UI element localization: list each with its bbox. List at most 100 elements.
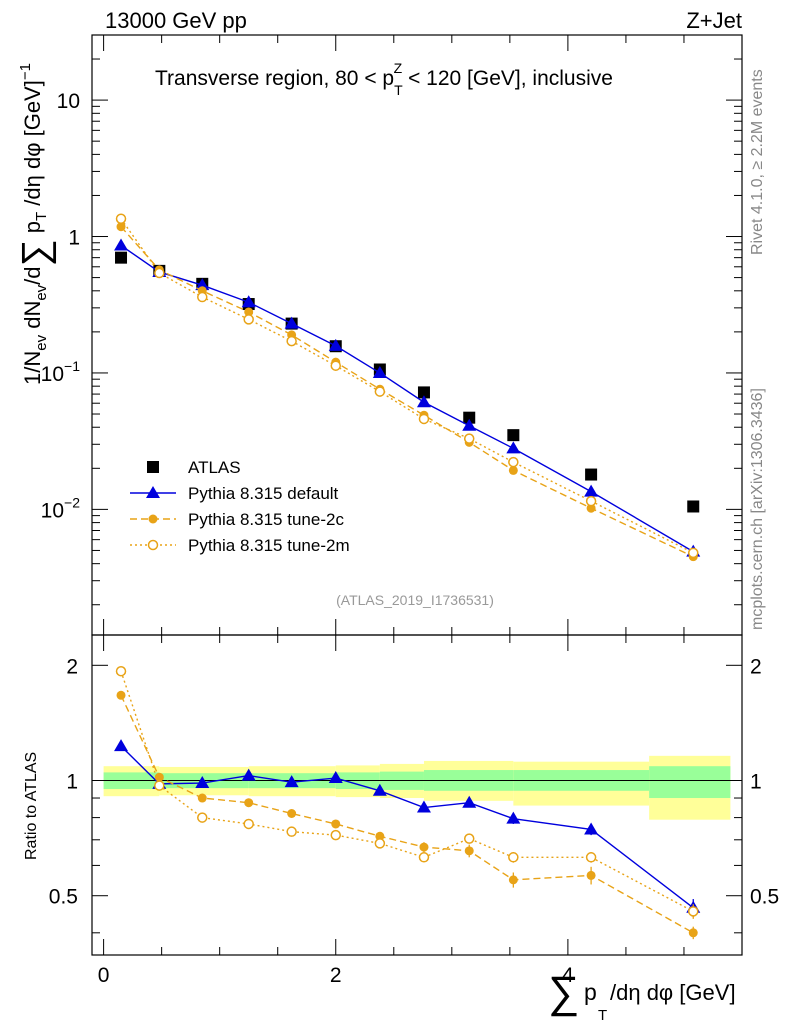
ratio-data-point (330, 829, 341, 841)
ratio-data-point (374, 838, 386, 849)
ratio-data-point (197, 793, 207, 803)
main-data-point (154, 267, 165, 279)
ratio-y-tick-label-right: 2 (750, 655, 762, 678)
main-data-point (463, 411, 476, 424)
main-data-point (241, 295, 256, 308)
ratio-y-tick-label-right: 0.5 (750, 886, 779, 909)
x-tick-label: 2 (330, 964, 342, 987)
legend-label: Pythia 8.315 tune-2m (188, 536, 350, 555)
svg-text:∑: ∑ (548, 968, 579, 1017)
ratio-data-point (244, 798, 254, 808)
ratio-data-point (688, 928, 698, 938)
ratio-data-point (243, 818, 254, 830)
ratio-data-point (115, 665, 127, 677)
main-data-point (374, 386, 386, 397)
main-data-point (115, 213, 127, 224)
ratio-data-point (464, 846, 474, 856)
legend-marker (148, 514, 158, 524)
main-series-line (120, 218, 694, 554)
ratio-data-point (284, 775, 299, 788)
ratio-data-point (375, 831, 385, 841)
ratio-data-point (197, 812, 208, 823)
legend-label: ATLAS (188, 458, 241, 477)
main-data-point (586, 503, 596, 513)
main-data-point (286, 335, 297, 347)
ratio-data-point (154, 772, 164, 782)
legend-marker (146, 486, 160, 498)
main-data-point (416, 395, 431, 408)
ratio-data-point (416, 800, 431, 813)
ratio-series-line (120, 694, 694, 934)
main-data-point (417, 386, 430, 399)
ratio-y-tick-label: 0.5 (49, 886, 78, 909)
ratio-y-tick-label: 2 (66, 655, 78, 678)
svg-text:1/Nev dNev/d∑ pT /dη dφ [GeV]: 1/Nev dNev/d∑ pT /dη dφ [GeV]−1 (15, 63, 57, 385)
ratio-data-point (584, 822, 599, 835)
ratio-data-point (372, 783, 387, 796)
main-series-line (120, 226, 694, 558)
main-data-point (284, 316, 299, 329)
ratio-series-line (120, 671, 694, 913)
main-data-point (508, 465, 518, 475)
ratio-data-point (419, 842, 429, 852)
ratio-data-point (331, 819, 341, 829)
main-data-point (328, 338, 343, 351)
ratio-data-point (116, 690, 126, 700)
ratio-data-point (462, 795, 477, 808)
ratio-data-point (418, 852, 430, 863)
main-data-point (418, 413, 430, 425)
ratio-data-point (463, 833, 475, 844)
main-y-tick-label: 10−2 (41, 494, 81, 522)
ratio-data-point (154, 780, 165, 791)
main-data-point (115, 251, 128, 264)
main-data-point (585, 468, 598, 481)
main-data-point (114, 238, 129, 251)
ratio-y-tick-label: 1 (66, 771, 78, 794)
main-data-point (507, 429, 520, 442)
legend-marker (147, 539, 159, 551)
analysis-watermark: (ATLAS_2019_I1736531) (336, 592, 494, 608)
main-data-point (195, 278, 210, 291)
main-data-point (584, 484, 599, 497)
ratio-frame (91, 634, 743, 956)
main-series-line (120, 244, 694, 553)
main-data-point (330, 360, 341, 371)
ratio-data-point (286, 826, 297, 837)
ratio-data-point (241, 768, 256, 781)
x-axis-label: ∑ p T /dη dφ [GeV] (548, 968, 736, 1024)
svg-text:/dη dφ [GeV]: /dη dφ [GeV] (610, 980, 736, 1005)
main-y-tick-label: 10−1 (41, 358, 81, 386)
main-data-point (243, 314, 254, 325)
main-data-point (506, 441, 521, 454)
collision-label: 13000 GeV pp (105, 8, 247, 33)
main-y-tick-label: 1 (68, 227, 80, 250)
ratio-series-line (120, 745, 694, 909)
x-tick-label: 0 (98, 964, 110, 987)
main-data-point (197, 291, 208, 303)
ratio-data-point (585, 852, 597, 863)
main-data-point (244, 307, 254, 317)
process-label: Z+Jet (686, 8, 742, 33)
svg-text:p: p (584, 979, 597, 1005)
legend-label: Pythia 8.315 tune-2c (188, 510, 344, 529)
main-plot-panel: 10 1 10−1 10−2 (41, 34, 743, 636)
main-data-point (116, 222, 126, 232)
main-data-point (688, 547, 699, 559)
ratio-data-point (328, 771, 343, 784)
ratio-data-point (508, 852, 519, 863)
main-data-point (508, 456, 519, 468)
main-data-point (462, 418, 477, 431)
main-data-point (687, 500, 700, 513)
ratio-y-axis-label: Ratio to ATLAS (23, 752, 40, 860)
ratio-y-tick-label-right: 1 (750, 771, 762, 794)
mcplots-label: mcplots.cern.ch [arXiv:1306.3436] (749, 388, 766, 630)
ratio-data-point (195, 776, 210, 789)
ratio-data-point (287, 808, 297, 818)
main-y-axis-label: 1/Nev dNev/d∑ pT /dη dφ [GeV]−1 (15, 63, 57, 385)
rivet-version-label: Rivet 4.1.0, ≥ 2.2M events (749, 69, 766, 255)
main-data-point (372, 365, 387, 378)
legend-marker (147, 461, 159, 473)
main-data-point (585, 495, 597, 507)
